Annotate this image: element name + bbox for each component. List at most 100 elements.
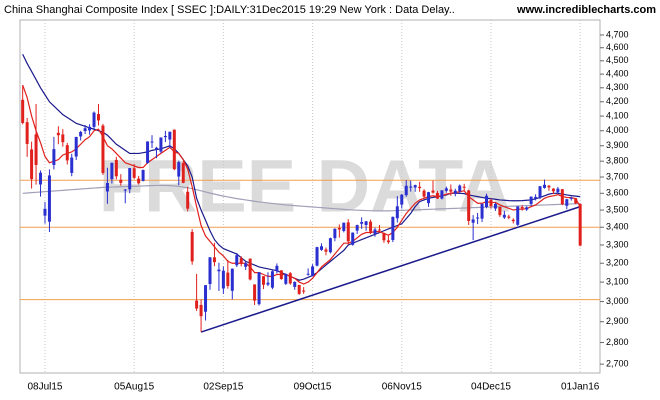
candle-body bbox=[453, 190, 457, 194]
candle-body bbox=[141, 170, 145, 181]
candle-body bbox=[547, 185, 551, 188]
candle-body bbox=[431, 190, 435, 193]
x-tick-label: 05Aug15 bbox=[114, 382, 154, 393]
y-tick-label: 2,900 bbox=[606, 316, 629, 326]
candle-body bbox=[489, 199, 493, 206]
candle-body bbox=[204, 285, 208, 312]
source: www.incrediblecharts.com bbox=[516, 4, 656, 16]
y-tick-label: 4,700 bbox=[606, 29, 629, 39]
candle-body bbox=[70, 157, 74, 173]
candle-body bbox=[511, 219, 515, 222]
candle-body bbox=[34, 134, 38, 165]
candle-body bbox=[485, 195, 489, 207]
moving-average-line bbox=[22, 184, 581, 212]
candle-body bbox=[43, 208, 47, 216]
candle-body bbox=[355, 225, 359, 231]
candle-body bbox=[569, 197, 573, 199]
candle-body bbox=[30, 149, 34, 180]
candle-body bbox=[56, 132, 60, 136]
candle-body bbox=[360, 222, 364, 224]
x-tick-label: 08Jul15 bbox=[27, 382, 62, 393]
candle-body bbox=[172, 129, 176, 170]
candle-body bbox=[150, 141, 154, 143]
candle-body bbox=[542, 184, 546, 188]
y-tick-label: 3,700 bbox=[606, 171, 629, 181]
candle-body bbox=[83, 128, 87, 132]
candle-body bbox=[25, 122, 29, 144]
watermark: FREE DATA bbox=[99, 145, 511, 228]
candle-body bbox=[262, 276, 266, 285]
candle-body bbox=[119, 179, 123, 183]
candle-body bbox=[266, 282, 270, 285]
y-tick-label: 2,800 bbox=[606, 337, 629, 347]
candle-body bbox=[471, 219, 475, 223]
candle-body bbox=[480, 203, 484, 219]
candle-body bbox=[507, 216, 511, 218]
trendline bbox=[200, 205, 581, 333]
candle-body bbox=[137, 178, 141, 184]
candle-body bbox=[435, 192, 439, 199]
candle-body bbox=[190, 231, 194, 262]
candle-body bbox=[235, 255, 239, 266]
candle-body bbox=[391, 216, 395, 240]
candle-body bbox=[52, 149, 56, 165]
y-tick-label: 3,600 bbox=[606, 188, 629, 198]
candle-body bbox=[306, 273, 310, 275]
candle-body bbox=[181, 163, 185, 183]
candle-body bbox=[217, 269, 221, 272]
candle-body bbox=[154, 147, 158, 150]
y-tick-label: 3,400 bbox=[606, 222, 629, 232]
y-tick-label: 4,400 bbox=[606, 69, 629, 79]
candle-body bbox=[369, 221, 373, 232]
candle-body bbox=[88, 126, 92, 131]
candle-body bbox=[529, 196, 533, 204]
y-tick-label: 3,200 bbox=[606, 258, 629, 268]
candle-body bbox=[186, 191, 190, 209]
candle-body bbox=[413, 185, 417, 188]
candle-body bbox=[253, 284, 257, 301]
candle-body bbox=[61, 134, 65, 143]
candle-body bbox=[556, 188, 560, 193]
candle-body bbox=[47, 175, 51, 222]
candle-body bbox=[288, 273, 292, 284]
y-tick-label: 4,200 bbox=[606, 96, 629, 106]
y-tick-label: 4,600 bbox=[606, 42, 629, 52]
candle-body bbox=[364, 221, 368, 225]
candle-body bbox=[212, 257, 216, 263]
x-tick-label: 06Nov15 bbox=[382, 382, 422, 393]
candle-body bbox=[498, 206, 502, 216]
candle-body bbox=[230, 268, 234, 291]
candle-body bbox=[502, 214, 506, 218]
x-tick-label: 09Oct15 bbox=[294, 382, 332, 393]
y-tick-label: 4,500 bbox=[606, 55, 629, 65]
y-tick-label: 4,300 bbox=[606, 82, 629, 92]
candle-body bbox=[21, 99, 25, 123]
candle-body bbox=[560, 189, 564, 205]
candle-body bbox=[516, 206, 520, 225]
candle-body bbox=[146, 141, 150, 163]
candle-body bbox=[279, 270, 283, 280]
candle-body bbox=[342, 222, 346, 231]
candle-body bbox=[177, 162, 181, 177]
candle-body bbox=[168, 131, 172, 140]
candle-body bbox=[96, 114, 100, 121]
candle-body bbox=[239, 258, 243, 264]
candle-body bbox=[400, 194, 404, 205]
candle-body bbox=[534, 196, 538, 199]
y-tick-label: 4,000 bbox=[606, 125, 629, 135]
candle-body bbox=[333, 228, 337, 239]
candle-body bbox=[65, 145, 69, 161]
candle-body bbox=[373, 229, 377, 234]
candle-body bbox=[311, 266, 315, 277]
candle-body bbox=[444, 188, 448, 191]
plot-frame bbox=[19, 19, 601, 374]
candle-body bbox=[520, 206, 524, 209]
y-tick-label: 3,500 bbox=[606, 204, 629, 214]
candle-body bbox=[128, 168, 132, 190]
candle-body bbox=[315, 247, 319, 266]
candle-body bbox=[297, 284, 301, 294]
candle-body bbox=[476, 217, 480, 219]
candle-body bbox=[302, 290, 306, 292]
candle-body bbox=[101, 125, 105, 174]
